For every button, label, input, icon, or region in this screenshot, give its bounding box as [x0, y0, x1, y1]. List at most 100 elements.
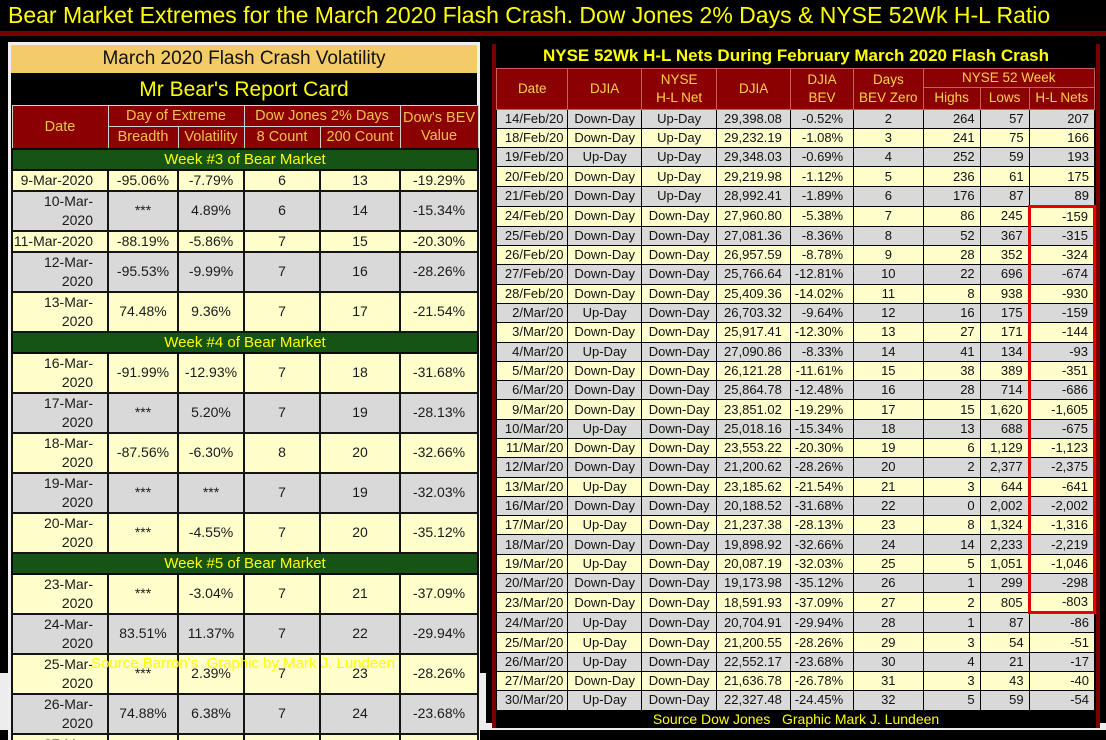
cell-lows: 1,620	[979, 399, 1030, 420]
cell-highs: 13	[922, 418, 981, 440]
cell-highs: 3	[922, 476, 981, 497]
cell-count200: 24	[319, 692, 402, 735]
cell-hl-nets: -315	[1027, 225, 1097, 247]
report-card-subtitle: Mr Bear's Report Card	[11, 75, 477, 105]
cell-hl-nets: -1,046	[1027, 553, 1097, 575]
report-card-title: March 2020 Flash Crash Volatility	[11, 45, 477, 75]
cell-hl-nets: -51	[1028, 632, 1096, 653]
cell-days-bev-zero: 15	[853, 360, 924, 382]
cell-djia-bev: -5.38%	[789, 205, 855, 227]
cell-days-bev-zero: 18	[853, 418, 924, 440]
cell-djia-close: 25,409.36	[716, 283, 791, 304]
cell-hl-nets: -675	[1027, 418, 1097, 440]
cell-nyse-day: Up-Day	[640, 147, 718, 168]
cell-highs: 264	[922, 108, 981, 129]
cell-date: 9-Mar-2020	[11, 168, 109, 192]
col-header-date: Date	[11, 104, 109, 150]
cell-days-bev-zero: 7	[853, 205, 924, 227]
cell-count200: 19	[319, 471, 402, 514]
cell-djia-day: Up-Day	[567, 690, 642, 711]
cell-bev: -23.68%	[399, 692, 480, 735]
cell-lows: 61	[979, 166, 1030, 187]
cell-djia-bev: -23.68%	[789, 651, 855, 672]
cell-djia-day: Down-Day	[567, 399, 642, 420]
cell-djia-close: 29,219.98	[716, 166, 791, 187]
cell-date: 11/Mar/20	[495, 437, 569, 459]
cell-volatility: 4.89%	[176, 189, 246, 232]
cell-days-bev-zero: 8	[853, 225, 924, 247]
cell-count8: 7	[243, 511, 322, 554]
cell-bev: -28.13%	[399, 391, 480, 434]
cell-days-bev-zero: 20	[853, 457, 924, 478]
cell-nyse-day: Down-Day	[640, 476, 718, 497]
cell-date: 2/Mar/20	[495, 302, 569, 324]
cell-djia-day: Up-Day	[567, 553, 642, 575]
cell-date: 26/Mar/20	[495, 651, 569, 672]
cell-hl-nets: -351	[1027, 360, 1097, 382]
cell-hl-nets: 207	[1028, 108, 1096, 129]
cell-volatility: 6.38%	[176, 692, 246, 735]
cell-days-bev-zero: 26	[853, 573, 924, 594]
col-header-8-count: 8 Count	[243, 126, 321, 150]
right-panel: NYSE 52Wk H-L Nets During February March…	[486, 36, 1106, 728]
cell-hl-nets: 193	[1028, 147, 1096, 168]
cell-days-bev-zero: 17	[853, 399, 924, 420]
cell-days-bev-zero: 10	[853, 264, 924, 285]
cell-djia-bev: -8.78%	[789, 245, 855, 266]
hl-nets-source: Source Dow Jones Graphic Mark J. Lundeen	[496, 710, 1096, 728]
cell-djia-day: Down-Day	[567, 573, 642, 594]
cell-nyse-day: Down-Day	[640, 457, 718, 478]
cell-highs: 0	[922, 495, 981, 517]
cell-date: 27-Mar-2020	[11, 732, 109, 740]
cell-highs: 41	[922, 341, 981, 362]
cell-djia-day: Down-Day	[567, 437, 642, 459]
cell-count200: 21	[319, 572, 402, 615]
cell-djia-bev: -37.09%	[789, 592, 855, 614]
cell-breadth: ***	[107, 391, 179, 434]
report-card-table: March 2020 Flash Crash Volatility Mr Bea…	[8, 42, 480, 740]
col-header-date: Date	[495, 68, 569, 110]
cell-date: 27/Mar/20	[495, 670, 569, 692]
cell-breadth: 74.48%	[107, 290, 179, 333]
report-row: 16-Mar-2020 -91.99% -12.93% 7 18 -31.68%	[11, 351, 480, 394]
cell-highs: 2	[922, 592, 981, 614]
cell-djia-day: Down-Day	[567, 245, 642, 266]
cell-djia-close: 21,200.62	[716, 457, 791, 478]
cell-count200: 16	[319, 250, 402, 293]
cell-hl-nets: -40	[1028, 670, 1096, 692]
cell-nyse-day: Down-Day	[640, 360, 718, 382]
report-card-grid: Date Day of Extreme Dow Jones 2% Days Do…	[10, 104, 480, 740]
cell-days-bev-zero: 27	[853, 592, 924, 614]
cell-nyse-day: Down-Day	[640, 553, 718, 575]
cell-count8: 7	[243, 612, 322, 655]
cell-lows: 54	[979, 632, 1030, 653]
cell-djia-bev: -28.26%	[789, 632, 855, 653]
cell-djia-close: 26,703.32	[716, 302, 791, 324]
cell-djia-bev: -11.61%	[789, 360, 855, 382]
cell-highs: 5	[922, 553, 981, 575]
cell-highs: 27	[922, 322, 981, 343]
col-header-djia-close: DJIA	[716, 68, 791, 110]
cell-bev: -19.29%	[399, 168, 480, 192]
cell-djia-close: 29,348.03	[716, 147, 791, 168]
cell-bev: -26.78%	[399, 732, 480, 740]
cell-highs: 28	[922, 245, 981, 266]
cell-lows: 87	[979, 185, 1030, 207]
cell-djia-day: Up-Day	[567, 476, 642, 497]
cell-nyse-day: Up-Day	[640, 108, 718, 129]
cell-days-bev-zero: 3	[853, 127, 924, 149]
hl-nets-row: 21/Feb/20 Down-Day Up-Day 28,992.41 -1.89% 6 1…	[495, 185, 1096, 207]
cell-nyse-day: Down-Day	[640, 205, 718, 227]
cell-count8: 7	[243, 290, 322, 333]
cell-count8: 7	[243, 572, 322, 615]
cell-djia-close: 21,636.78	[716, 670, 791, 692]
report-row: 26-Mar-2020 74.88% 6.38% 7 24 -23.68%	[11, 692, 480, 735]
cell-breadth: ***	[107, 189, 179, 232]
hl-nets-row: 9/Mar/20 Down-Day Down-Day 23,851.02 -19.29%…	[495, 399, 1097, 420]
report-row: 11-Mar-2020 -88.19% -5.86% 7 15 -20.30%	[11, 229, 480, 253]
cell-date: 25/Feb/20	[495, 225, 569, 247]
hl-nets-row: 12/Mar/20 Down-Day Down-Day 21,200.62 -28.26…	[495, 457, 1097, 478]
hl-nets-row: 13/Mar/20 Up-Day Down-Day 23,185.62 -21.54% 2…	[495, 476, 1097, 497]
cell-date: 23-Mar-2020	[11, 572, 109, 615]
cell-djia-close: 26,957.59	[716, 245, 791, 266]
